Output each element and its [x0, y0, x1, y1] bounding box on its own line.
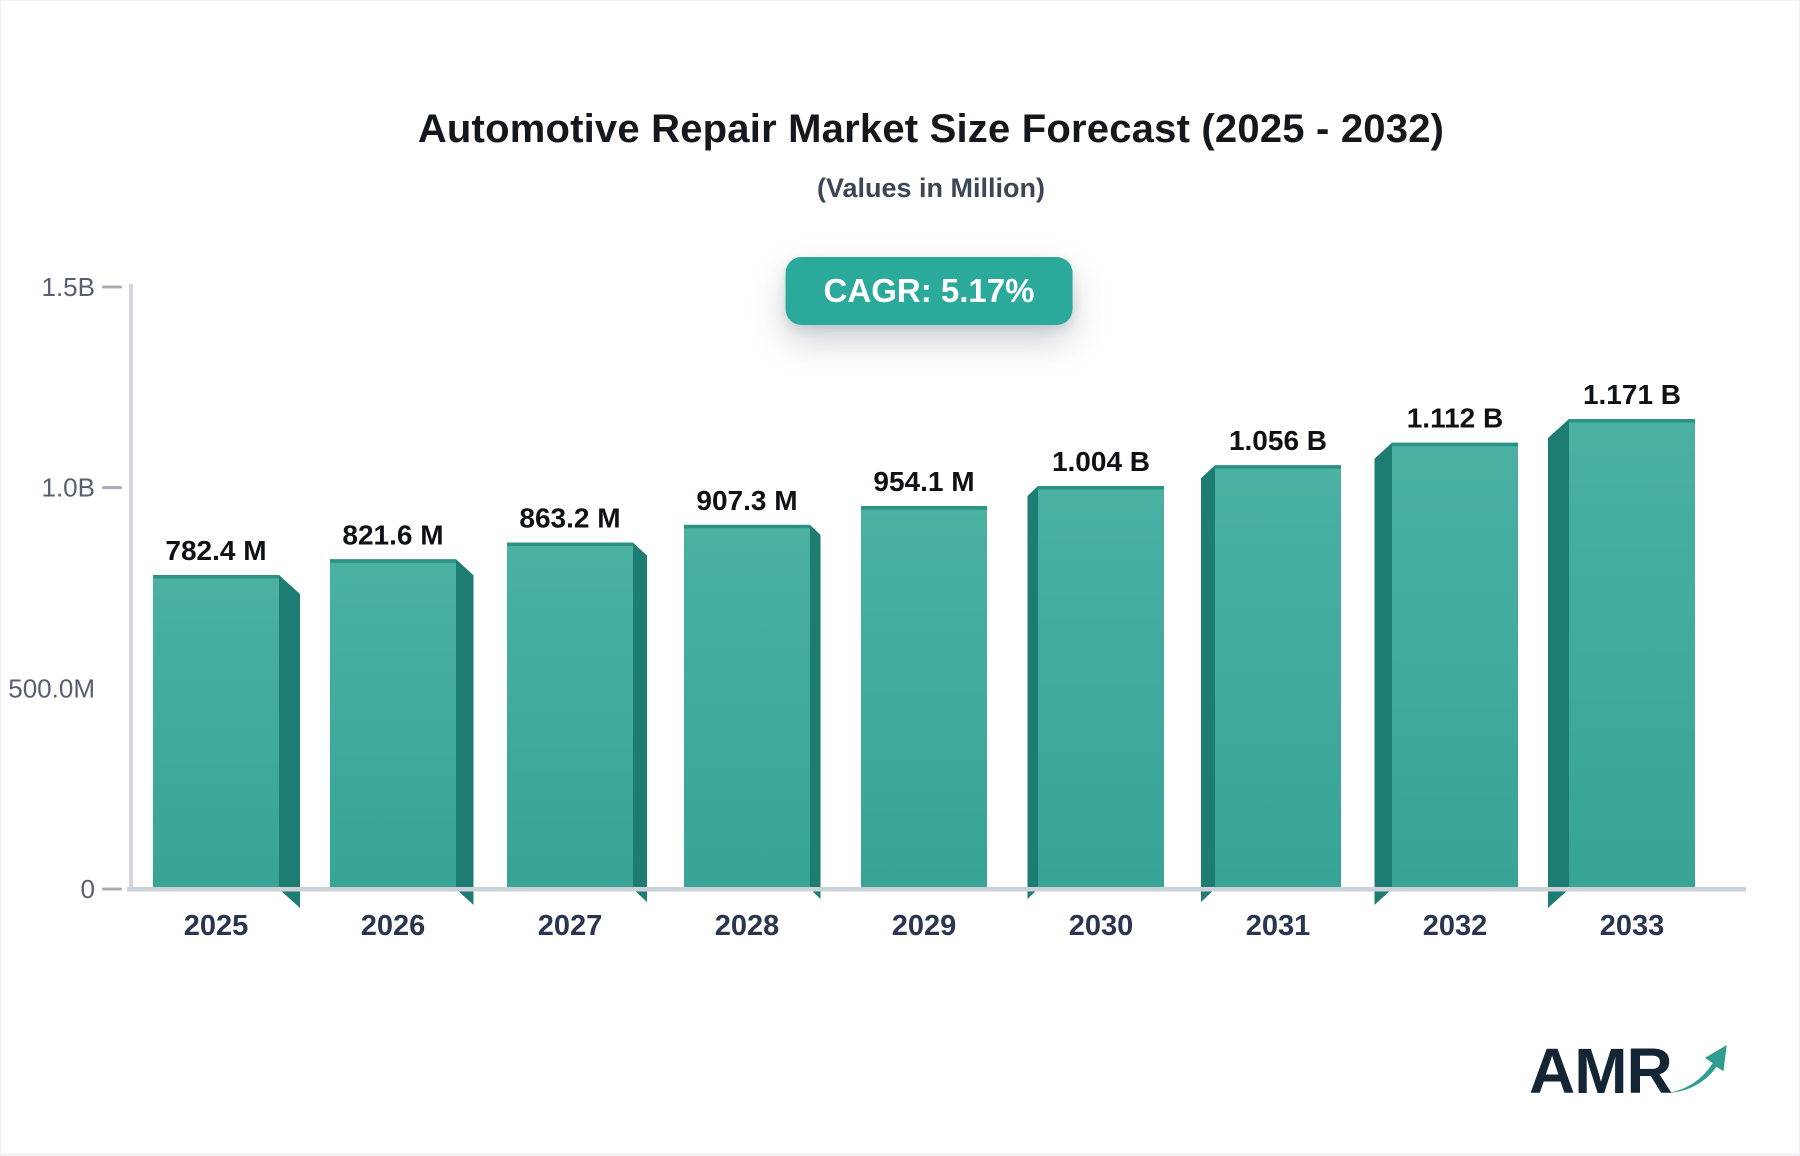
bar-top-edge [1038, 486, 1164, 490]
bar-side-face [810, 524, 821, 899]
bar-side-face [1201, 465, 1215, 902]
cagr-badge: CAGR: 5.17% [785, 257, 1073, 325]
bar-2031[interactable]: 1.056 B 2031 [1201, 425, 1341, 942]
x-axis-label: 2033 [1600, 910, 1665, 942]
bar-2032[interactable]: 1.112 B 2032 [1374, 403, 1519, 942]
x-axis-label: 2029 [892, 910, 957, 942]
bar-front-face [1569, 419, 1695, 889]
bar-value-label: 907.3 M [696, 485, 797, 516]
bar-top-edge [1392, 442, 1518, 447]
x-axis-label: 2025 [184, 910, 249, 942]
y-axis-tick-label: 1.5B [42, 272, 96, 302]
x-axis-label: 2028 [715, 910, 780, 942]
bar-value-label: 954.1 M [873, 466, 974, 497]
bar-front-face [1215, 465, 1341, 889]
bar-value-label: 1.171 B [1583, 379, 1681, 410]
bar-value-label: 1.112 B [1407, 403, 1504, 434]
bar-side-face [279, 574, 300, 908]
bar-top-edge [861, 506, 987, 510]
bar-front-face [330, 559, 456, 889]
y-axis-tick-mark [102, 486, 122, 490]
bar-value-label: 1.056 B [1229, 425, 1327, 456]
bar-value-label: 821.6 M [342, 519, 443, 550]
bar-side-face [1374, 442, 1392, 905]
x-axis-line [127, 887, 1746, 892]
chart-subtitle: (Values in Million) [816, 173, 1046, 203]
bar-front-face [1038, 486, 1164, 889]
bar-2029[interactable]: 954.1 M 2029 [861, 466, 987, 942]
y-axis-tick-mark [102, 285, 122, 289]
bar-front-face [153, 574, 279, 889]
y-axis-line [129, 284, 133, 891]
bar-top-edge [684, 524, 810, 529]
y-axis-tick-label: 0 [81, 874, 95, 904]
y-axis-tick-mark [102, 887, 122, 891]
x-axis-label: 2026 [361, 910, 426, 942]
cagr-badge-label: CAGR: 5.17% [823, 272, 1035, 309]
bar-front-face [1392, 442, 1518, 889]
x-axis-label: 2031 [1246, 910, 1311, 942]
bar-value-label: 1.004 B [1052, 446, 1150, 477]
bar-top-edge [153, 574, 279, 579]
amr-logo-text: AMR [1529, 1035, 1673, 1107]
bar-side-face [1548, 419, 1569, 908]
bar-front-face [861, 506, 987, 889]
bar-side-face [633, 542, 647, 902]
x-axis-label: 2027 [538, 910, 603, 942]
bar-top-edge [1569, 419, 1695, 423]
bar-2033[interactable]: 1.171 B 2033 [1548, 379, 1695, 942]
y-axis-tick-label: 1.0B [42, 473, 96, 503]
bar-value-label: 863.2 M [519, 503, 620, 534]
bar-top-edge [330, 559, 456, 563]
x-axis-label: 2030 [1069, 910, 1134, 942]
amr-logo: AMR [1529, 1039, 1728, 1103]
y-axis-tick-label: 500.0M [8, 673, 95, 703]
bar-top-edge [1215, 465, 1341, 469]
bar-value-label: 782.4 M [165, 535, 266, 566]
chart-title: Automotive Repair Market Size Forecast (… [417, 107, 1445, 151]
x-axis-label: 2032 [1423, 910, 1488, 942]
bar-side-face [456, 559, 474, 905]
bar-front-face [507, 542, 633, 889]
bar-2030[interactable]: 1.004 B 2030 [1027, 446, 1165, 942]
bar-2027[interactable]: 863.2 M 2027 [507, 503, 647, 942]
bar-2028[interactable]: 907.3 M 2028 [684, 485, 821, 942]
bar-front-face [684, 524, 810, 889]
bar-side-face [1027, 486, 1038, 899]
bar-2026[interactable]: 821.6 M 2026 [330, 519, 474, 942]
bar-top-edge [507, 542, 633, 547]
bar-2025[interactable]: 782.4 M 2025 [153, 535, 300, 942]
trend-up-arrow-icon [1666, 1045, 1727, 1094]
